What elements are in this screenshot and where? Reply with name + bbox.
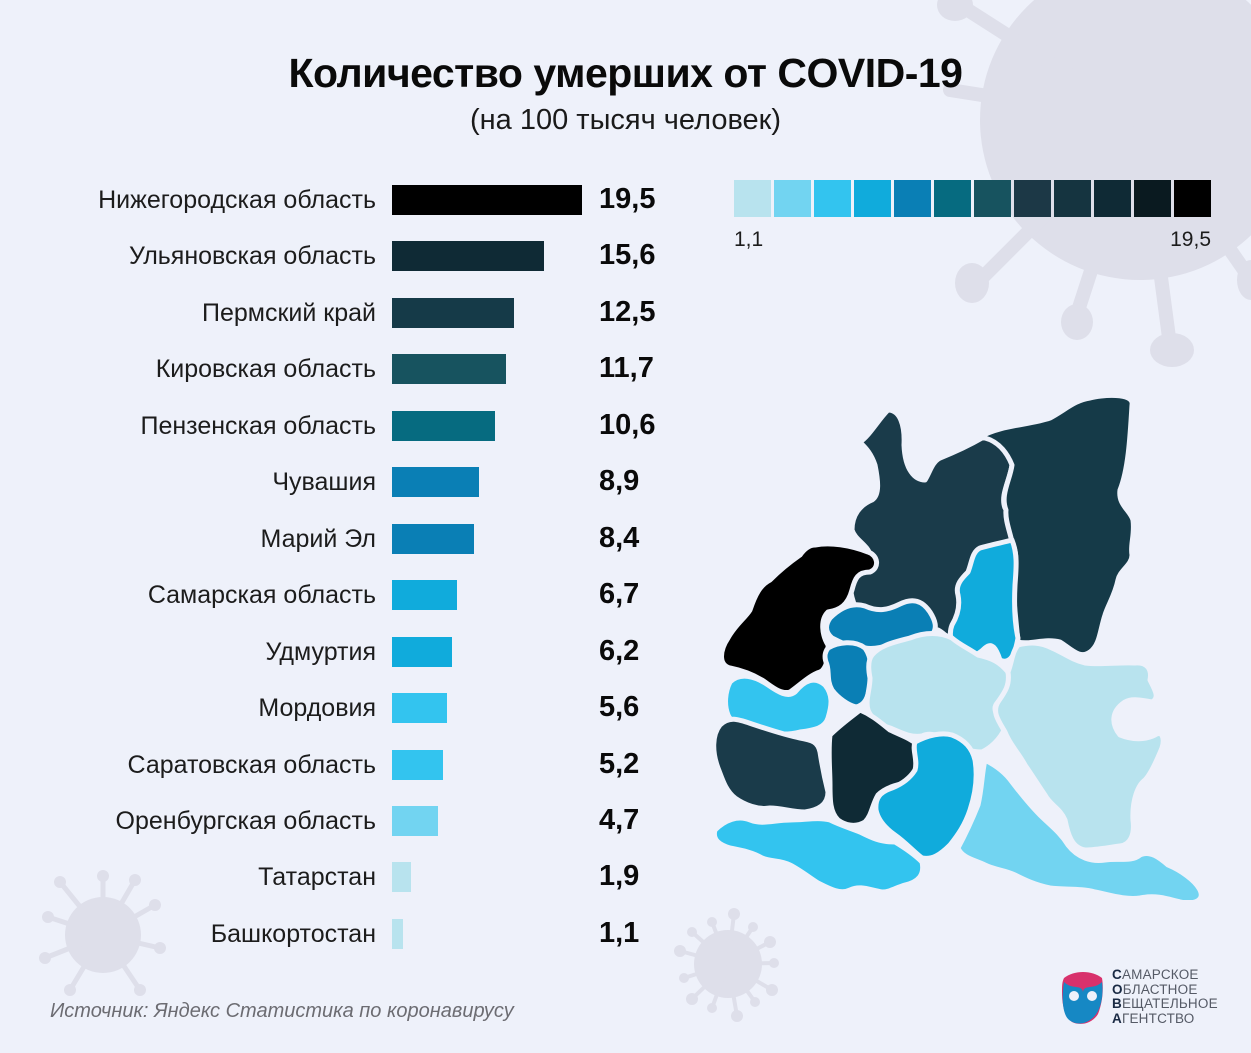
bar [392, 241, 544, 271]
virus-icon-small-bottom [674, 908, 779, 1022]
bar [392, 298, 514, 328]
agency-name-rest: БЛАСТНОЕ [1122, 981, 1198, 997]
legend-swatch [1174, 180, 1211, 217]
agency-name-initial: А [1112, 1010, 1122, 1026]
map-region-orenburg [955, 757, 1204, 900]
legend-swatch [1014, 180, 1051, 217]
agency-name: САМАРСКОЕ ОБЛАСТНОЕ ВЕЩАТЕЛЬНОЕ АГЕНТСТВО [1112, 967, 1218, 1027]
agency-logo: САМАРСКОЕ ОБЛАСТНОЕ ВЕЩАТЕЛЬНОЕ АГЕНТСТВО [1060, 967, 1230, 1030]
bar-label: Нижегородская область [98, 186, 376, 214]
legend-swatch [1134, 180, 1171, 217]
page-title: Количество умерших от COVID-19 [288, 50, 963, 96]
bar [392, 806, 438, 836]
bar-label: Башкортостан [210, 920, 376, 948]
agency-name-initial: В [1112, 996, 1122, 1011]
bar [392, 750, 443, 780]
bar-value-label: 1,1 [599, 917, 640, 949]
bar [392, 354, 506, 384]
bar-value-label: 6,7 [599, 578, 640, 610]
color-legend [734, 180, 1211, 217]
bar-label: Мордовия [258, 694, 376, 722]
bar-label: Саратовская область [127, 751, 376, 779]
legend-swatch [1094, 180, 1131, 217]
region-map [711, 392, 1204, 900]
bar-label: Марий Эл [260, 525, 376, 553]
bar [392, 467, 479, 497]
legend-swatch [854, 180, 891, 217]
bar [392, 637, 452, 667]
legend-max-label: 19,5 [1170, 228, 1211, 251]
bar-value-label: 15,6 [599, 239, 656, 271]
bar-label: Пензенская область [140, 412, 376, 440]
map-region-perm [977, 392, 1136, 658]
bar-value-label: 12,5 [599, 296, 656, 328]
bar-label: Удмуртия [265, 638, 376, 666]
map-region-penza [711, 716, 831, 815]
bar-value-label: 5,2 [599, 748, 640, 780]
agency-name-rest: ЕЩАТЕЛЬНОЕ [1121, 996, 1218, 1011]
agency-name-rest: ГЕНТСТВО [1121, 1010, 1195, 1026]
bar-label: Кировская область [155, 355, 376, 383]
legend-swatch [934, 180, 971, 217]
bar-value-label: 5,6 [599, 691, 640, 723]
bar [392, 411, 495, 441]
legend-swatch [774, 180, 811, 217]
bar-label: Чувашия [272, 468, 376, 496]
bar [392, 524, 474, 554]
bar-value-label: 6,2 [599, 635, 640, 667]
bar [392, 185, 582, 215]
agency-name-line: АГЕНТСТВО [1112, 1010, 1218, 1027]
legend-swatch [814, 180, 851, 217]
map-region-saratov [711, 815, 926, 895]
page-subtitle: (на 100 тысяч человек) [470, 104, 781, 136]
bar-label: Самарская область [147, 581, 376, 609]
agency-name-line: САМАРСКОЕ [1112, 967, 1218, 983]
agency-name-initial: О [1112, 981, 1123, 997]
agency-name-initial: С [1112, 967, 1122, 982]
bar-value-label: 8,9 [599, 465, 640, 497]
agency-name-rest: АМАРСКОЕ [1121, 967, 1199, 982]
bar [392, 862, 411, 892]
bar-value-label: 8,4 [599, 522, 640, 554]
map-region-chuvashia [822, 640, 874, 710]
bar-label: Ульяновская область [128, 242, 376, 270]
bar [392, 919, 403, 949]
bar [392, 693, 447, 723]
legend-swatch [1054, 180, 1091, 217]
source-note: Источник: Яндекс Статистика по коронавир… [50, 1000, 514, 1022]
agency-name-line: ОБЛАСТНОЕ [1112, 981, 1218, 998]
bar-label: Пермский край [202, 299, 376, 327]
virus-icon-small-left [39, 870, 166, 996]
map-region-bashkortostan [993, 640, 1166, 853]
bar-value-label: 11,7 [599, 352, 654, 384]
bar-label: Татарстан [258, 863, 376, 891]
bar-label: Оренбургская область [115, 807, 376, 835]
legend-swatch [734, 180, 771, 217]
bar-value-label: 1,9 [599, 860, 640, 892]
bar-value-label: 10,6 [599, 409, 656, 441]
bar-value-label: 19,5 [599, 183, 656, 215]
map-region-udmurtia [947, 537, 1021, 664]
legend-swatch [894, 180, 931, 217]
bar-value-label: 4,7 [599, 804, 640, 836]
agency-name-line: ВЕЩАТЕЛЬНОЕ [1112, 996, 1218, 1012]
legend-min-label: 1,1 [734, 228, 764, 251]
map-region-samara [873, 731, 979, 861]
bar [392, 580, 457, 610]
owl-logo-icon [1062, 972, 1103, 1024]
legend-swatch [974, 180, 1011, 217]
